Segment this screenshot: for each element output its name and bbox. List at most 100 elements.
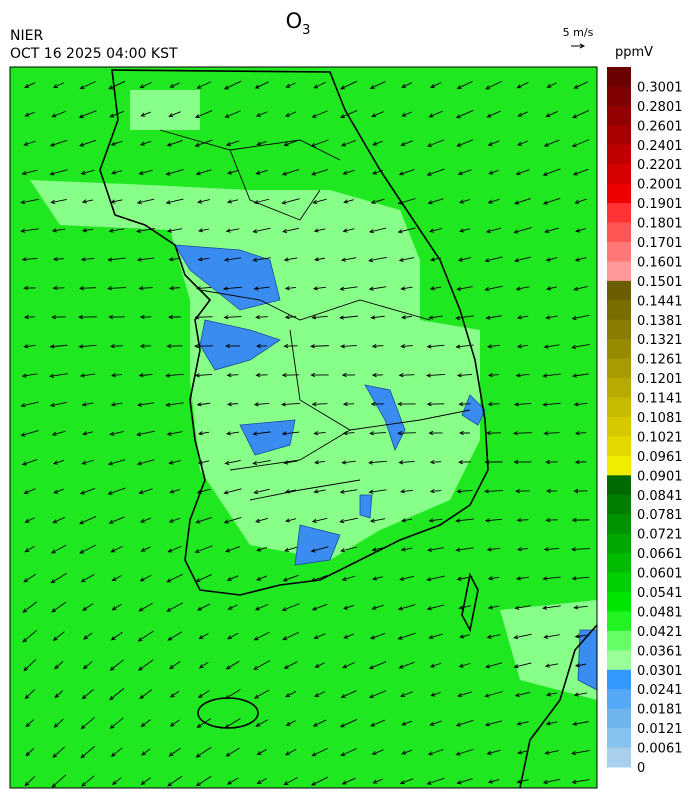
wind-vector: [313, 286, 327, 290]
wind-vector: [21, 401, 39, 407]
wind-vector-head: [545, 459, 550, 465]
wind-vector: [400, 691, 414, 697]
wind-vector-head: [111, 576, 117, 581]
wind-vector: [111, 545, 123, 553]
wind-vector-head: [310, 344, 315, 349]
wind-vector: [25, 719, 35, 727]
wind-vector-head: [429, 286, 435, 291]
wind-vector: [110, 110, 124, 118]
wind-vector: [369, 690, 387, 698]
wind-vector: [344, 633, 354, 639]
wind-vector: [109, 516, 125, 524]
wind-vector: [81, 257, 95, 261]
wind-vector-head: [254, 606, 260, 611]
wind-vector: [314, 228, 326, 232]
wind-vector-head: [570, 547, 576, 552]
wind-vector: [518, 111, 528, 117]
wind-vector-head: [456, 85, 462, 90]
wind-vector-head: [227, 605, 233, 610]
wind-vector: [575, 198, 587, 204]
wind-vector: [487, 749, 501, 755]
wind-vector-head: [368, 694, 374, 699]
wind-vector: [22, 459, 38, 465]
wind-vector: [572, 110, 590, 118]
colorbar-swatch: [607, 125, 631, 146]
colorbar-swatch: [607, 417, 631, 437]
wind-vector: [399, 374, 415, 376]
wind-vector-head: [372, 170, 378, 175]
wind-vector: [110, 717, 124, 729]
wind-vector-head: [255, 112, 261, 117]
wind-vector: [456, 315, 474, 319]
wind-vector: [53, 459, 65, 465]
wind-vector: [515, 691, 531, 697]
wind-vector-head: [516, 344, 522, 349]
wind-vector: [572, 344, 590, 348]
wind-vector-head: [256, 779, 262, 785]
wind-vector: [342, 460, 356, 464]
wind-vector: [546, 111, 558, 117]
wind-vector-head: [574, 634, 580, 639]
wind-vector-head: [51, 314, 57, 320]
wind-vector: [574, 285, 588, 291]
wind-vector-head: [165, 171, 171, 176]
wind-vector: [517, 779, 529, 783]
wind-vector: [253, 227, 271, 233]
wind-vector-head: [112, 780, 117, 785]
wind-vector-head: [223, 315, 229, 320]
wind-vector: [110, 431, 124, 435]
wind-vector: [314, 257, 326, 261]
wind-vector-head: [512, 431, 518, 436]
wind-vector-head: [52, 83, 58, 88]
wind-vector-head: [542, 576, 548, 581]
wind-vector: [166, 402, 184, 406]
wind-vector: [282, 169, 300, 175]
colorbar-swatch: [607, 533, 631, 554]
wind-vector-head: [428, 518, 434, 523]
wind-vector-head: [165, 373, 171, 378]
wind-vector: [80, 373, 96, 377]
wind-vector: [52, 110, 66, 118]
wind-vector-head: [21, 373, 27, 378]
wind-vector-head: [139, 518, 145, 523]
wind-vector: [24, 488, 36, 494]
wind-vector: [515, 605, 531, 609]
wind-vector: [400, 575, 414, 581]
wind-vector-head: [430, 692, 436, 697]
wind-vector-head: [227, 170, 233, 175]
wind-vector-head: [485, 664, 491, 669]
wind-vector-head: [371, 605, 377, 610]
wind-vector: [81, 775, 95, 787]
wind-vector-head: [24, 781, 30, 787]
wind-vector-head: [571, 315, 577, 321]
wind-vector: [196, 169, 212, 175]
wind-vector-head: [281, 171, 287, 176]
wind-vector-head: [51, 228, 57, 233]
wind-vector-head: [81, 402, 87, 407]
wind-vector: [457, 778, 473, 784]
wind-vector: [314, 691, 326, 697]
colorbar-swatch: [607, 689, 631, 710]
wind-vector-head: [369, 518, 375, 523]
wind-vector: [544, 344, 560, 348]
wind-vector-head: [573, 286, 579, 291]
wind-vector: [456, 344, 474, 348]
wind-vector-head: [311, 606, 317, 611]
wind-vector: [80, 745, 96, 759]
wind-vector-head: [515, 576, 521, 581]
wind-vector: [545, 663, 559, 667]
wind-vector-head: [167, 636, 173, 641]
wind-vector-head: [545, 257, 551, 262]
colorbar-label: 0.0841: [637, 489, 683, 504]
colorbar-swatch: [607, 242, 631, 262]
wind-vector-head: [342, 170, 348, 175]
wind-vector: [574, 605, 588, 609]
wind-vector-head: [311, 781, 316, 786]
wind-vector: [486, 315, 502, 319]
wind-vector-head: [398, 171, 404, 176]
wind-vector-head: [224, 460, 230, 465]
wind-vector: [369, 489, 387, 493]
wind-vector-head: [198, 664, 204, 669]
wind-vector: [546, 315, 558, 319]
wind-vector-head: [459, 228, 465, 233]
